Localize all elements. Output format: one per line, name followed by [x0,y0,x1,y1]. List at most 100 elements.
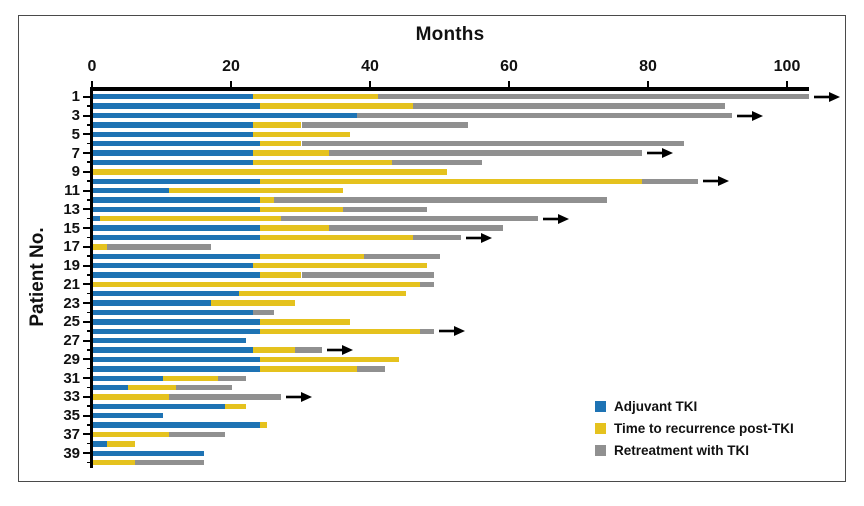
y-tick-label: 23 [63,294,80,312]
bar-segment-recurrence-patient-14 [99,216,281,222]
bar-segment-recurrence-patient-31 [162,375,219,381]
bar-segment-retreat-patient-6 [301,141,684,147]
bar-segment-adjuvant-patient-12 [93,197,260,203]
legend-label: Time to recurrence post-TKI [614,420,794,436]
bar-segment-recurrence-patient-2 [259,103,413,109]
y-tick-major [83,227,91,230]
y-tick-major [83,433,91,436]
bar-segment-adjuvant-patient-23 [93,300,212,306]
bar-segment-recurrence-patient-40 [93,459,135,466]
ongoing-arrow-icon [466,232,493,243]
bar-segment-adjuvant-patient-20 [93,272,260,278]
ongoing-arrow-icon [813,91,840,102]
bar-segment-recurrence-patient-15 [259,225,330,231]
x-tick [369,81,371,87]
y-tick-minor [86,217,91,220]
bar-segment-adjuvant-patient-3 [93,112,358,119]
legend-label: Adjuvant TKI [614,398,698,414]
y-tick-label: 21 [63,275,80,293]
bar-segment-adjuvant-patient-19 [93,262,253,269]
bar-segment-recurrence-patient-20 [259,272,302,278]
legend-swatch-adjuvant [595,400,606,412]
y-tick-minor [86,236,91,239]
bar-segment-adjuvant-patient-10 [93,178,260,184]
bar-segment-recurrence-patient-18 [259,253,365,259]
bar-segment-adjuvant-patient-34 [93,403,226,410]
bar-segment-recurrence-patient-11 [169,187,344,194]
bar-segment-retreat-patient-24 [252,309,274,316]
bar-segment-adjuvant-patient-4 [93,122,253,128]
y-tick-minor [86,161,91,164]
bar-segment-retreat-patient-13 [343,206,427,213]
y-tick-label: 3 [71,107,80,125]
ongoing-arrow-icon [737,110,764,121]
bar-segment-adjuvant-patient-39 [93,450,205,456]
bar-segment-recurrence-patient-29 [259,356,399,363]
bar-segment-retreat-patient-26 [419,328,434,334]
bar-segment-recurrence-patient-13 [259,206,344,213]
bar-segment-recurrence-patient-28 [252,347,295,353]
y-tick-minor [86,442,91,445]
x-axis-line [90,87,809,91]
bar-segment-retreat-patient-14 [280,216,538,222]
x-tick-label: 80 [639,58,657,75]
bar-segment-retreat-patient-30 [357,366,385,372]
bar-segment-adjuvant-patient-18 [93,253,260,259]
x-tick-label: 0 [87,58,97,75]
bar-segment-adjuvant-patient-22 [93,291,239,297]
y-tick-minor [86,330,91,332]
bar-segment-adjuvant-patient-25 [93,319,260,325]
y-tick-major [83,170,91,173]
legend-item-retreat: Retreatment with TKI [595,442,835,458]
y-tick-minor [86,349,91,351]
bar-segment-recurrence-patient-34 [225,403,246,410]
y-tick-label: 31 [63,369,80,387]
bar-segment-retreat-patient-10 [642,178,698,184]
bar-segment-adjuvant-patient-11 [93,187,170,194]
bar-segment-recurrence-patient-19 [252,262,427,269]
bar-segment-adjuvant-patient-1 [93,94,253,100]
legend-swatch-retreat [595,444,606,456]
bar-segment-retreat-patient-12 [273,197,608,203]
y-tick-major [83,339,91,342]
bar-segment-retreat-patient-18 [364,253,441,259]
bar-segment-retreat-patient-4 [301,122,469,128]
y-tick-minor [86,461,91,464]
y-tick-label: 33 [63,388,80,406]
y-tick-label: 39 [63,444,80,462]
bar-segment-recurrence-patient-22 [238,291,406,297]
bar-segment-recurrence-patient-7 [252,150,330,156]
bar-segment-adjuvant-patient-36 [93,422,260,428]
bar-segment-adjuvant-patient-32 [93,384,128,391]
ongoing-arrow-icon [702,176,729,187]
y-tick-label: 7 [71,144,80,162]
y-tick-minor [86,424,91,426]
bar-segment-adjuvant-patient-28 [93,347,253,353]
y-tick-major [83,264,91,267]
y-tick-major [83,302,91,305]
legend-item-recurrence: Time to recurrence post-TKI [595,420,835,436]
bar-segment-adjuvant-patient-27 [93,337,246,344]
ongoing-arrow-icon [285,391,312,402]
bar-segment-adjuvant-patient-2 [93,103,260,109]
bar-segment-retreat-patient-8 [391,159,483,166]
bar-segment-retreat-patient-3 [357,112,733,119]
bar-segment-recurrence-patient-32 [127,384,177,391]
bar-segment-adjuvant-patient-6 [93,141,260,147]
bar-segment-retreat-patient-37 [169,431,226,438]
x-tick [230,81,232,87]
bar-segment-recurrence-patient-9 [93,169,448,175]
bar-segment-retreat-patient-16 [412,234,462,241]
y-tick-minor [86,386,91,389]
y-tick-minor [86,311,91,314]
bar-segment-recurrence-patient-33 [93,394,170,400]
ongoing-arrow-icon [327,345,354,356]
y-tick-major [83,114,91,117]
bar-segment-recurrence-patient-23 [211,300,295,306]
y-tick-major [83,245,91,248]
bar-segment-retreat-patient-32 [176,384,232,391]
bar-segment-retreat-patient-17 [106,244,212,250]
x-tick [786,81,788,87]
y-tick-label: 13 [63,200,80,218]
